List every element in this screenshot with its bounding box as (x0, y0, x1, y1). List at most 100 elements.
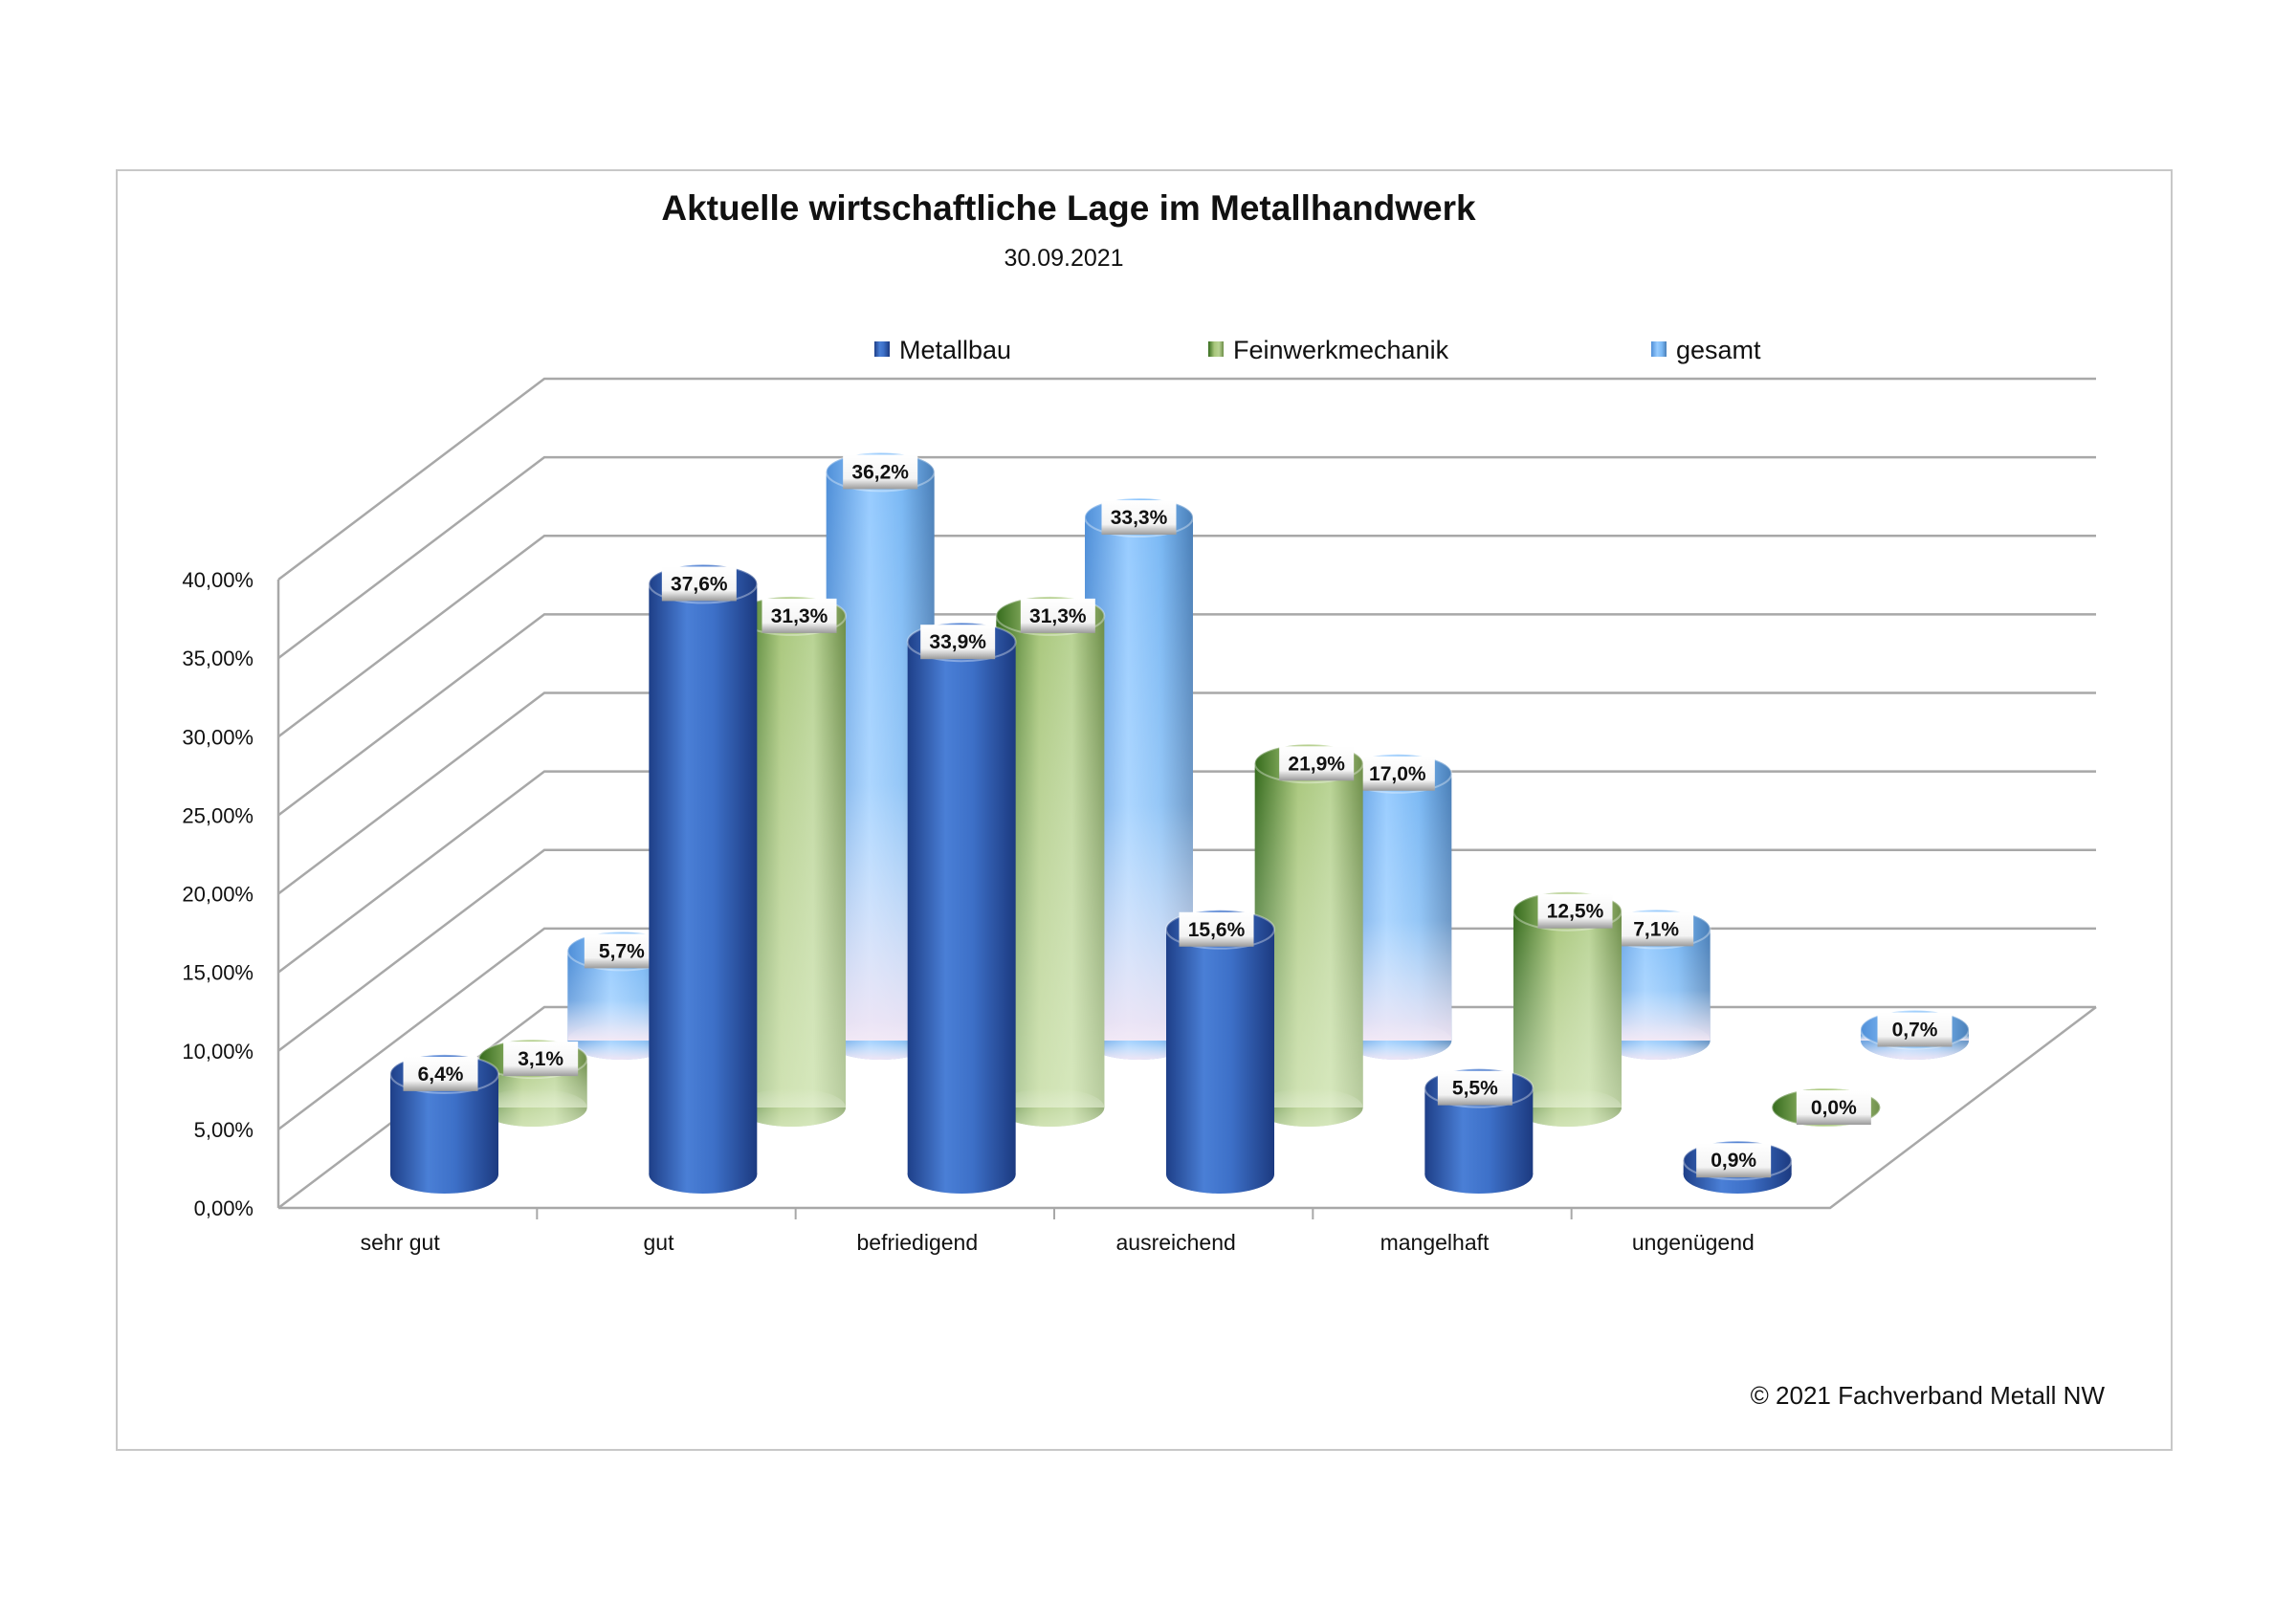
data-label-box (762, 598, 837, 633)
bar-metallbau-4: 5,5% (1424, 1067, 1534, 1194)
legend: Metallbau Feinwerkmechanik gesamt (874, 336, 1761, 364)
data-label: 36,2% (851, 461, 909, 483)
cylinder-base-shade (1254, 1088, 1363, 1127)
bar-metallbau-2: 33,9% (906, 622, 1017, 1194)
cylinder-base-shade (478, 1088, 587, 1127)
data-label-box (1619, 911, 1694, 947)
legend-label-feinwerkmechanik: Feinwerkmechanik (1233, 336, 1449, 364)
x-category-label: befriedigend (857, 1230, 979, 1255)
bar-metallbau-0: 6,4% (389, 1053, 499, 1194)
cylinder-base (1166, 1155, 1274, 1194)
chart-title: Aktuelle wirtschaftliche Lage im Metallh… (661, 188, 1476, 228)
y-tick-label: 25,00% (182, 803, 254, 827)
bar-metallbau-1: 37,6% (648, 563, 759, 1194)
x-category-label: mangelhaft (1380, 1230, 1490, 1255)
data-label-box (1359, 756, 1435, 791)
bar-metallbau-3: 15,6% (1165, 909, 1275, 1194)
legend-label-metallbau: Metallbau (899, 336, 1011, 364)
data-label-box (1537, 893, 1613, 929)
y-tick-label: 10,00% (182, 1040, 254, 1064)
data-label-box (1020, 598, 1095, 633)
cylinder-base-shade (567, 1021, 676, 1060)
data-label: 33,3% (1111, 507, 1168, 529)
gridline (277, 535, 2096, 738)
data-label: 5,5% (1452, 1078, 1498, 1100)
legend-swatch-gesamt (1651, 341, 1667, 357)
legend-label-gesamt: gesamt (1676, 336, 1761, 364)
cylinder-base-shade (738, 1088, 846, 1127)
cylinder-body (907, 642, 1016, 1174)
copyright: © 2021 Fachverband Metall NW (1751, 1381, 2106, 1410)
data-label: 37,6% (671, 573, 728, 595)
data-label-box (920, 625, 996, 660)
bar-feinwerkmechanik-5: 0,0% (1771, 1087, 1882, 1128)
gridline (277, 770, 2096, 974)
data-label-box (1796, 1090, 1871, 1125)
gridline (277, 377, 2096, 581)
data-label-box (661, 566, 737, 602)
cylinder-base (1424, 1155, 1534, 1194)
cylinder-base-shade (1085, 1021, 1193, 1060)
data-label-box (1437, 1070, 1512, 1106)
x-axis-labels: sehr gut gut befriedigend ausreichend mangel… (361, 1230, 1755, 1255)
data-label: 21,9% (1288, 753, 1345, 775)
data-label: 0,0% (1811, 1097, 1857, 1119)
data-label: 6,4% (418, 1064, 464, 1086)
y-tick-label: 0,00% (194, 1196, 254, 1220)
cylinder-base (907, 1155, 1016, 1194)
data-label-box (1279, 746, 1355, 781)
cylinder-base (649, 1155, 758, 1194)
data-label-box (503, 1042, 579, 1077)
bar-gesamt-5: 0,7% (1860, 1009, 1970, 1060)
data-label: 33,9% (929, 631, 986, 653)
data-label-box (584, 933, 659, 969)
bars: 5,7% 36,2% 33,3% 17,0% 7,1% 0,7% 3,1% 31,3% 31,3… (389, 451, 1970, 1194)
cylinder-body (1166, 929, 1274, 1174)
legend-swatch-feinwerkmechanik (1208, 341, 1224, 357)
cylinder-base (390, 1155, 498, 1194)
legend-swatch-metallbau (874, 341, 890, 357)
data-label: 5,7% (599, 940, 645, 962)
cylinder-base-shade (1513, 1088, 1622, 1127)
y-tick-label: 30,00% (182, 725, 254, 749)
data-label-box (1179, 911, 1254, 947)
x-category-label: ausreichend (1116, 1230, 1236, 1255)
y-tick-label: 5,00% (194, 1118, 254, 1142)
x-category-label: ungenügend (1632, 1230, 1755, 1255)
data-label-box (403, 1056, 478, 1091)
data-label-box (843, 454, 918, 490)
cylinder-base-shade (996, 1088, 1105, 1127)
cylinder-base-shade (1601, 1021, 1711, 1060)
data-label-box (1696, 1143, 1772, 1178)
data-label: 12,5% (1547, 901, 1604, 923)
y-tick-label: 15,00% (182, 961, 254, 985)
chart-subtitle: 30.09.2021 (1004, 245, 1123, 272)
data-label: 31,3% (1029, 605, 1087, 627)
cylinder-body (649, 583, 758, 1174)
cylinder-shade (1513, 910, 1622, 1108)
cylinder-base-shade (826, 1021, 935, 1060)
x-category-label: gut (644, 1230, 675, 1255)
data-label: 0,7% (1892, 1020, 1938, 1042)
data-label-box (1877, 1012, 1953, 1047)
data-label: 15,6% (1188, 919, 1246, 941)
gridline (277, 613, 2096, 817)
y-tick-label: 35,00% (182, 647, 254, 670)
bar-gesamt-3: 17,0% (1342, 753, 1453, 1060)
data-label: 0,9% (1711, 1150, 1756, 1172)
y-axis-ticks: 0,00% 5,00% 10,00% 15,00% 20,00% 25,00% 30,00%… (182, 568, 254, 1220)
gridline (277, 691, 2096, 895)
bar-feinwerkmechanik-4: 12,5% (1512, 890, 1623, 1127)
data-label: 17,0% (1369, 763, 1426, 785)
data-label-box (1101, 500, 1177, 536)
gridline (277, 848, 2096, 1052)
data-label: 7,1% (1633, 918, 1679, 940)
bar-feinwerkmechanik-0: 3,1% (477, 1039, 588, 1127)
cylinder-base-shade (1343, 1021, 1452, 1060)
y-tick-label: 20,00% (182, 883, 254, 907)
x-category-label: sehr gut (361, 1230, 441, 1255)
data-label: 31,3% (771, 605, 828, 627)
gridline (277, 455, 2096, 660)
bar-metallbau-5: 0,9% (1682, 1140, 1793, 1194)
